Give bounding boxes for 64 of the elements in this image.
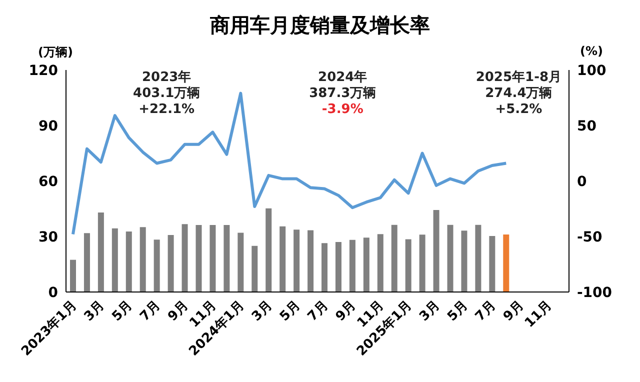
bar [238,232,244,292]
bar [154,240,160,292]
y2-tick-label: -100 [577,284,612,301]
x-tick-label: 3月 [82,298,108,324]
x-tick-label: 11月 [522,298,555,331]
bar [475,224,482,292]
bar [461,230,468,292]
y-tick-label: 90 [38,118,58,134]
annotation: +5.2% [494,102,544,118]
x-tick-label: 5月 [110,298,136,324]
bar [224,225,230,292]
x-tick-label: 3月 [416,298,444,324]
y2-tick-label: 0 [577,174,587,190]
y-tick-label: 60 [38,174,58,190]
annotation: +22.1% [138,102,196,118]
bar [196,225,202,292]
annotation: 2024年 [317,70,368,86]
bar [503,234,510,292]
bar [294,230,300,292]
bar [377,234,384,292]
bar [322,243,328,292]
y2-axis-title: (%) [580,44,603,58]
y-tick-label: 0 [48,284,58,301]
bar [335,242,342,292]
bar [405,239,412,292]
annotation: -3.9% [320,102,364,118]
bar [140,227,146,292]
bar [391,224,398,292]
bar [280,226,286,292]
bar [308,230,314,292]
bar [433,210,440,292]
chart-title: 商用车月度销量及增长率 [209,12,431,39]
y-tick-label: 120 [28,62,58,79]
bar [98,212,104,292]
annotation: 274.4万辆 [484,86,554,102]
bar [363,238,370,292]
annotation: 2025年1-8月 [476,70,562,85]
bar [489,236,496,292]
bar [210,225,216,292]
x-tick-label: 5月 [444,298,472,324]
bar [168,235,174,292]
y-axis-title: (万辆) [38,44,73,61]
annotation: 387.3万辆 [308,86,378,102]
bar [84,233,90,292]
x-tick-label: 7月 [472,298,499,324]
annotation: 2023年 [141,70,192,86]
y2-tick-label: -50 [577,229,603,246]
bar [112,228,118,292]
x-tick-label: 7月 [137,298,164,324]
bar [182,224,188,292]
bar [349,240,356,292]
y2-tick-label: 100 [577,62,606,79]
bar [70,260,76,292]
x-tick-label: 3月 [249,298,276,324]
bar [447,224,454,292]
x-tick-label: 5月 [277,298,304,324]
x-tick-label: 7月 [305,298,332,324]
y2-tick-label: 50 [577,118,597,134]
bar [126,232,132,292]
bar [266,208,272,292]
bar [419,234,426,292]
bar [252,246,258,292]
y-tick-label: 30 [38,229,58,246]
annotation: 403.1万辆 [132,86,202,102]
